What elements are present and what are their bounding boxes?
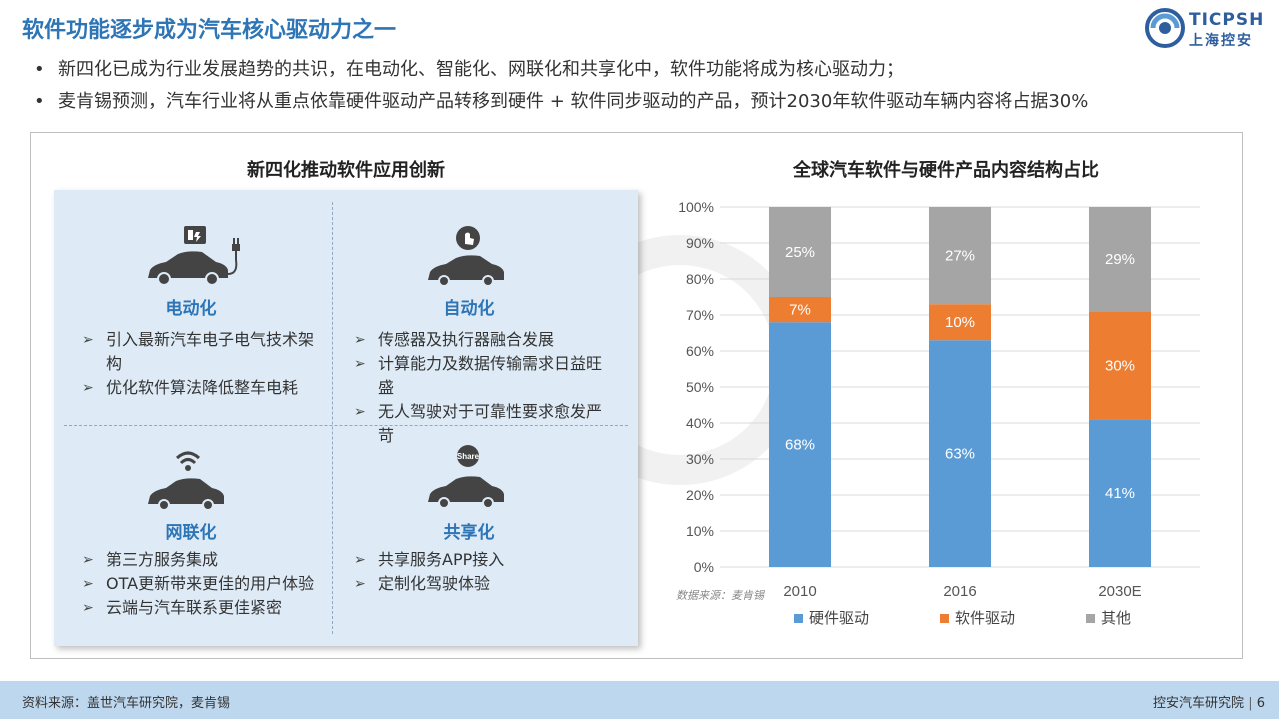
data-label: 29% [1105,251,1135,268]
svg-text:Share: Share [457,452,480,461]
x-tick-label: 2016 [943,583,976,600]
autonomous-car-icon [428,226,504,287]
stacked-bar-chart: 0% 10% 20% 30% 40% 50% 60% 70% 80% 90% 100% 68% 7% 25… [678,199,1200,627]
y-tick-label: 70% [686,307,714,323]
legend-swatch [940,614,949,623]
footer-right: 控安汽车研究院 | 6 [1153,696,1265,711]
quadrant-title: 网联化 [165,523,217,543]
bar-segment [769,322,831,567]
data-label: 10% [945,314,975,331]
y-tick-label: 30% [686,451,714,467]
footer-source: 资料来源：盖世汽车研究院，麦肯锡 [22,696,231,711]
data-label: 25% [785,244,815,261]
bar-segment [769,207,831,297]
bar-segment [1089,207,1151,312]
y-tick-label: 10% [686,523,714,539]
y-tick-label: 40% [686,415,714,431]
list-item: 定制化驾驶体验 [354,572,614,596]
logo-text-cn: 上海控安 [1189,33,1253,49]
bar-segment [769,297,831,323]
content-frame [30,132,1243,659]
y-tick-label: 0% [694,559,714,575]
quadrant-title: 共享化 [443,523,495,543]
bar-segment [1089,311,1151,420]
left-panel-title: 新四化推动软件应用创新 [247,160,445,181]
data-label: 27% [945,248,975,265]
bar-segment [929,304,991,341]
legend-swatch [1086,614,1095,623]
vertical-divider [332,202,333,634]
legend-label: 其他 [1101,609,1131,627]
horizontal-divider [64,425,628,426]
bullet-item: 新四化已成为行业发展趋势的共识，在电动化、智能化、网联化和共享化中，软件功能将成… [34,54,1264,86]
data-label: 30% [1105,357,1135,374]
logo-swirl-icon [1145,8,1185,48]
list-item: 共享服务APP接入 [354,548,614,572]
data-label: 7% [789,302,811,319]
quadrant-title: 电动化 [165,299,217,319]
y-tick-label: 60% [686,343,714,359]
bar-segment [1089,419,1151,567]
page-title: 软件功能逐步成为汽车核心驱动力之一 [22,18,397,43]
x-tick-label: 2010 [783,583,816,600]
footer-org: 控安汽车研究院 [1153,696,1245,711]
list-item: 计算能力及数据传输需求日益旺盛 [354,352,614,400]
bar-segment [929,207,991,305]
y-tick-label: 90% [686,235,714,251]
list-item: 引入最新汽车电子电气技术架构 [82,328,322,376]
list-item: 无人驾驶对于可靠性要求愈发严苛 [354,400,614,448]
x-tick-label: 2030E [1098,583,1141,600]
list-item: 云端与汽车联系更佳紧密 [82,596,322,620]
logo-text-en: TICPSH [1189,10,1265,30]
list-item: 第三方服务集成 [82,548,322,572]
bullet-item: 麦肯锡预测，汽车行业将从重点依靠硬件驱动产品转移到硬件 + 软件同步驱动的产品，… [34,86,1264,118]
page-number: 6 [1256,696,1265,711]
bar-segment [929,340,991,567]
y-tick-label: 80% [686,271,714,287]
legend-label: 软件驱动 [955,609,1015,627]
list-item: 优化软件算法降低整车电耗 [82,376,322,400]
electric-car-icon [148,226,240,286]
company-logo: TICPSH 上海控安 [1145,8,1265,50]
quadrant-title: 自动化 [443,299,495,319]
footer-bar: 资料来源：盖世汽车研究院，麦肯锡 控安汽车研究院 | 6 [0,681,1279,719]
data-label: 63% [945,446,975,463]
y-tick-label: 50% [686,379,714,395]
chart-title: 全球汽车软件与硬件产品内容结构占比 [793,160,1099,181]
connected-car-icon [148,451,224,511]
data-label: 41% [1105,485,1135,502]
data-label: 68% [785,437,815,454]
bullet-list: 新四化已成为行业发展趋势的共识，在电动化、智能化、网联化和共享化中，软件功能将成… [34,54,1264,118]
chart-source-note: 数据来源：麦肯锡 [676,589,764,602]
y-tick-label: 20% [686,487,714,503]
shared-car-icon: Share [428,445,504,509]
y-tick-label: 100% [678,199,714,215]
legend-label: 硬件驱动 [809,609,869,627]
list-item: OTA更新带来更佳的用户体验 [82,572,322,596]
list-item: 传感器及执行器融合发展 [354,328,614,352]
legend-swatch [794,614,803,623]
